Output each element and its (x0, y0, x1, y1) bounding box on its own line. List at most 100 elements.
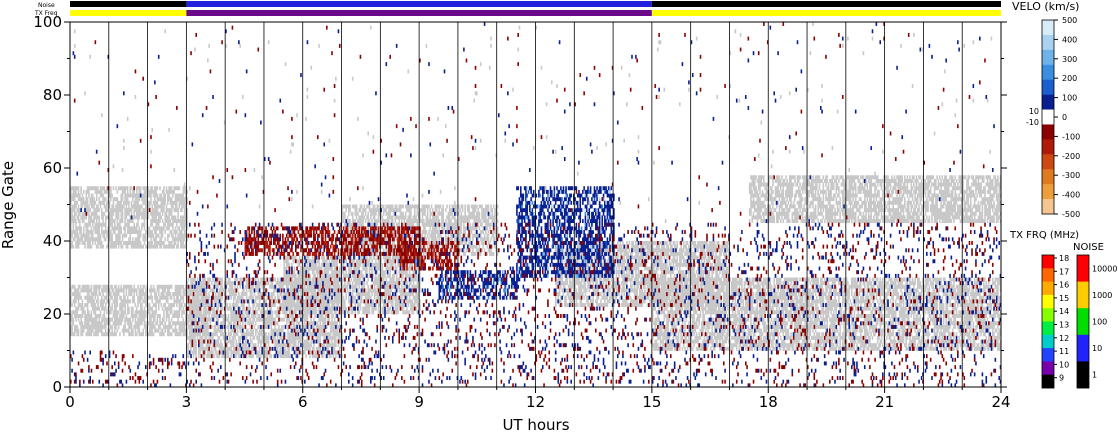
scatter-cell (305, 343, 307, 348)
scatter-cell (169, 230, 172, 234)
scatter-cell (236, 317, 239, 322)
scatter-cell (306, 343, 309, 348)
scatter-cell (152, 208, 155, 213)
scatter-cell (293, 321, 296, 326)
scatter-cell (121, 244, 124, 249)
scatter-cell (108, 303, 111, 307)
scatter-cell (137, 193, 139, 198)
scatter-cell (337, 284, 340, 289)
scatter-cell (203, 284, 205, 289)
scatter-cell (126, 193, 129, 198)
noise-bar-label: Noise (38, 2, 55, 9)
scatter-cell (71, 193, 73, 198)
scatter-cell (394, 303, 397, 307)
scatter-cell (203, 324, 205, 329)
scatter-cell (84, 215, 86, 220)
scatter-cell (280, 328, 283, 333)
scatter-cell (377, 284, 380, 289)
scatter-cell (307, 270, 310, 275)
scatter-cell (107, 306, 110, 311)
scatter-cell (236, 314, 239, 318)
scatter-cell (126, 299, 129, 304)
scatter-cell (139, 332, 142, 337)
scatter-cell (288, 317, 291, 322)
scatter-cell (143, 321, 146, 326)
scatter-cell (183, 226, 186, 231)
scatter-cell (204, 321, 207, 326)
scatter-cell (77, 292, 80, 297)
scatter-cell (379, 288, 381, 293)
scatter-cell (241, 288, 244, 293)
scatter-cell (169, 310, 172, 315)
scatter-cell (319, 335, 322, 340)
scatter-cell (161, 321, 164, 326)
scatter-cell (150, 230, 152, 234)
scatter-cell (363, 292, 366, 297)
scatter-cell (174, 299, 177, 304)
scatter-cell (142, 193, 145, 198)
scatter-cell (70, 193, 72, 198)
scatter-cell (415, 277, 417, 282)
scatter-cell (106, 299, 108, 304)
scatter-cell (198, 310, 200, 315)
scatter-cell (115, 295, 117, 300)
scatter-cell (71, 241, 73, 245)
scatter-cell (362, 284, 364, 289)
scatter-cell (181, 324, 183, 329)
scatter-cell (121, 193, 124, 198)
scatter-cell (126, 328, 129, 333)
scatter-cell (81, 211, 84, 216)
scatter-cell (135, 186, 138, 191)
scatter-cell (218, 335, 221, 340)
scatter-cell (305, 354, 307, 359)
scatter-cell (319, 284, 322, 289)
scatter-cell (107, 299, 110, 304)
scatter-cell (357, 262, 359, 267)
scatter-cell (71, 324, 73, 329)
scatter-cell (129, 321, 132, 326)
scatter-cell (249, 295, 252, 300)
scatter-cell (79, 226, 81, 231)
scatter-cell (182, 226, 185, 231)
scatter-cell (186, 219, 188, 224)
scatter-cell (355, 284, 358, 289)
scatter-cell (190, 346, 192, 351)
scatter-cell (407, 292, 410, 297)
scatter-cell (222, 354, 225, 359)
scatter-cell (185, 306, 187, 311)
scatter-cell (179, 332, 182, 337)
scatter-cell (248, 295, 251, 300)
scatter-cell (124, 200, 126, 205)
scatter-cell (133, 241, 135, 245)
scatter-cell (183, 189, 186, 194)
scatter-cell (79, 222, 81, 227)
scatter-cell (176, 288, 178, 293)
scatter-cell (133, 314, 135, 318)
scatter-cell (73, 299, 76, 304)
scatter-cell (116, 303, 119, 307)
scatter-cell (95, 230, 98, 234)
scatter-cell (289, 328, 292, 333)
scatter-cell (121, 204, 124, 209)
scatter-cell (419, 303, 421, 307)
scatter-cell (93, 204, 95, 209)
scatter-cell (191, 295, 194, 300)
scatter-cell (194, 346, 196, 351)
scatter-cell (243, 346, 245, 351)
scatter-cell (367, 277, 369, 282)
scatter-cell (298, 288, 301, 293)
scatter-cell (301, 292, 304, 297)
scatter-cell (187, 324, 190, 329)
scatter-cell (291, 335, 293, 340)
scatter-cell (198, 332, 200, 337)
scatter-cell (320, 299, 323, 304)
scatter-cell (137, 208, 139, 213)
scatter-cell (336, 350, 338, 355)
scatter-cell (182, 328, 185, 333)
scatter-cell (183, 197, 186, 202)
scatter-cell (217, 292, 220, 297)
scatter-cell (201, 277, 204, 282)
scatter-cell (116, 226, 119, 231)
scatter-cell (222, 317, 225, 322)
scatter-cell (165, 189, 168, 194)
